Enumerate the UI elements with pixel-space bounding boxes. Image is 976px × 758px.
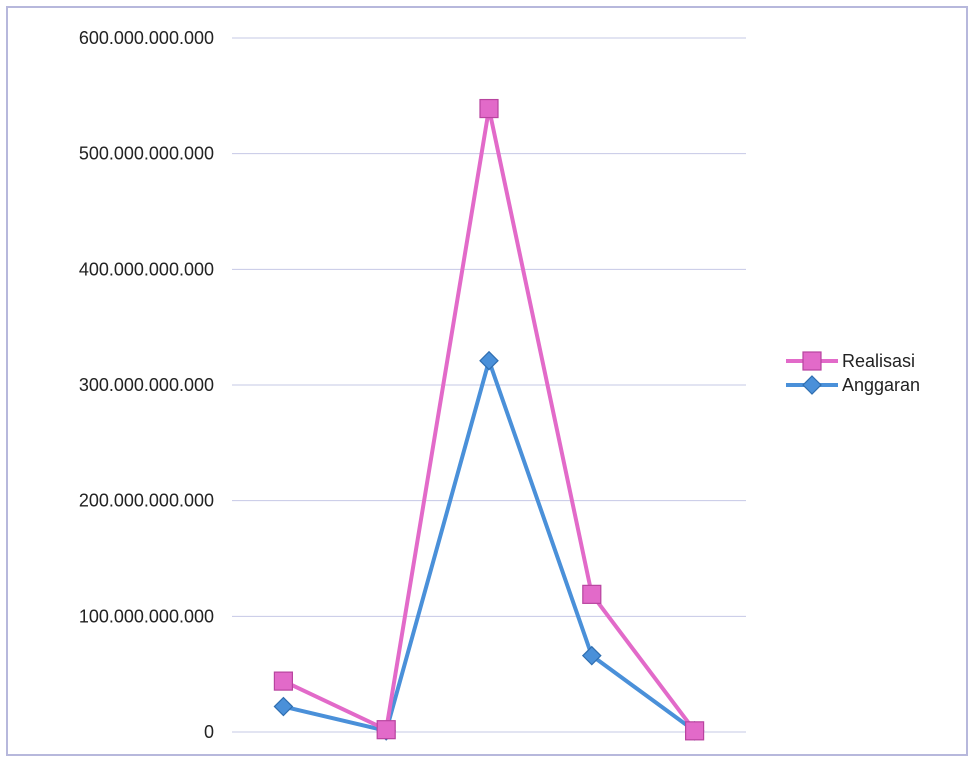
y-tick-label: 400.000.000.000 (79, 259, 214, 279)
gridlines (232, 37, 746, 733)
y-axis-tick-labels: 0 100.000.000.000 200.000.000.000 300.000.0… (79, 28, 214, 742)
series-line-realisasi (282, 106, 697, 733)
y-tick-label: 600.000.000.000 (79, 28, 214, 48)
y-tick-label: 200.000.000.000 (79, 491, 214, 511)
series-line-anggaran (282, 358, 696, 733)
data-point-diamond (273, 696, 294, 717)
legend-label-realisasi: Realisasi (842, 351, 915, 371)
data-point-square (582, 584, 602, 604)
data-point-square (376, 720, 396, 740)
data-point-square (802, 351, 822, 371)
y-tick-label: 100.000.000.000 (79, 606, 214, 626)
series-markers (273, 98, 705, 741)
data-point-square (479, 98, 499, 119)
y-tick-label: 500.000.000.000 (79, 144, 214, 164)
data-point-diamond (581, 645, 602, 666)
data-point-square (273, 671, 293, 691)
legend: Realisasi Anggaran (786, 351, 920, 395)
y-tick-label: 300.000.000.000 (79, 375, 214, 395)
series-lines (282, 106, 697, 733)
data-point-square (684, 721, 705, 741)
legend-label-anggaran: Anggaran (842, 375, 920, 395)
y-tick-label: 0 (204, 722, 214, 742)
data-point-diamond (479, 350, 499, 371)
data-point-diamond (802, 375, 822, 395)
